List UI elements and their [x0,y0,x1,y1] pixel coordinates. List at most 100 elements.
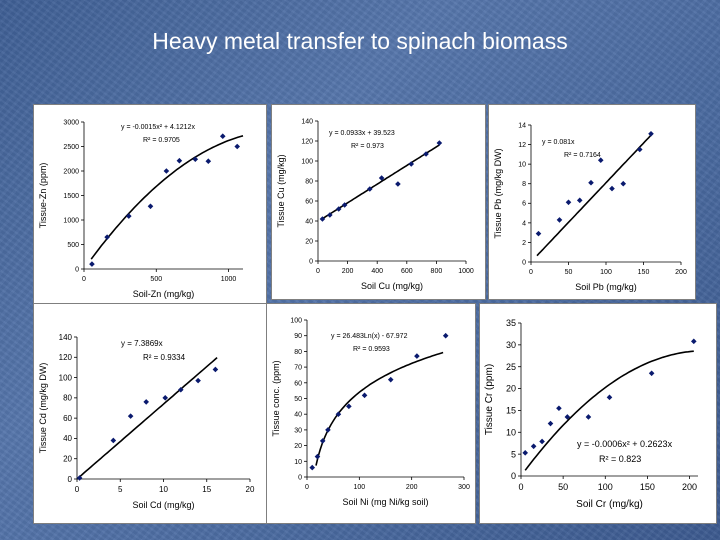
y-tick-label: 1000 [63,217,79,224]
data-point [436,140,443,146]
data-point [126,213,132,219]
equation-label: y = 0.081x [542,139,575,146]
x-axis-label: Soil Cd (mg/kg) [132,500,194,510]
y-tick-label: 20 [294,443,302,450]
y-tick-label: 20 [63,455,72,464]
trendline [90,135,244,260]
y-tick-label: 0 [75,266,79,273]
data-point [104,234,110,240]
y-tick-label: 120 [301,138,313,145]
data-point [620,180,627,187]
data-point [522,450,529,456]
y-tick-label: 40 [63,434,72,443]
x-tick-label: 0 [75,485,80,494]
x-tick-label: 100 [598,482,613,492]
data-point [309,464,316,471]
data-point [535,230,542,237]
y-tick-label: 100 [290,317,302,324]
x-tick-label: 150 [640,482,655,492]
x-tick-label: 0 [305,484,309,491]
data-point [314,453,321,460]
y-tick-label: 40 [294,412,302,419]
y-tick-label: 100 [301,158,313,165]
chart-panel-cr: 0 5 10 15 20 25 30 35 0 50 100 150 200 Soil Cr (mg/kg… [479,303,717,524]
data-point [143,399,149,405]
x-tick-label: 200 [342,268,354,275]
x-axis-label: Soil-Zn (mg/kg) [133,289,195,299]
r-squared-label: R² = 0.973 [351,143,384,150]
data-point [212,366,219,373]
data-point [648,370,655,377]
y-tick-label: 100 [59,373,73,382]
y-tick-label: 20 [506,384,516,394]
x-tick-label: 10 [159,485,168,494]
y-tick-label: 2 [522,240,526,247]
x-tick-label: 15 [202,485,211,494]
y-tick-label: 90 [294,333,302,340]
equation-label: y = 0.0933x + 39.523 [329,130,395,137]
y-tick-label: 15 [506,406,516,416]
equation-label: y = -0.0006x² + 0.2623x [577,439,673,449]
data-point [530,443,537,450]
chart-panel-cu: 0 20 40 60 80 100 120 140 0 200 400 600 800 1000 Soil … [271,104,486,300]
x-tick-label: 800 [431,268,443,275]
data-point [147,203,154,210]
trendline [76,356,218,480]
data-point [576,197,583,204]
y-tick-label: 80 [294,349,302,356]
data-point [76,475,83,481]
data-point [219,133,226,140]
data-point [361,392,368,399]
y-tick-label: 12 [518,142,526,149]
data-point [163,168,170,174]
x-tick-label: 300 [458,484,470,491]
data-point [564,414,571,420]
chart-panel-zn: 0 500 1000 1500 2000 2500 3000 0 500 1000 Soil-Zn … [33,104,267,304]
x-tick-label: 200 [675,269,687,276]
data-point [192,156,199,163]
r-squared-label: R² = 0.9334 [143,353,186,362]
y-tick-label: 1500 [63,193,79,200]
y-tick-label: 120 [59,353,73,362]
data-point [378,175,385,181]
x-axis-label: Soil Cu (mg/kg) [361,281,423,291]
x-tick-label: 0 [518,482,523,492]
r-squared-label: R² = 0.823 [599,454,641,464]
x-axis-label: Soil Pb (mg/kg) [575,282,637,292]
y-tick-label: 5 [511,449,516,459]
y-tick-label: 0 [522,259,526,266]
y-tick-label: 0 [309,258,313,265]
data-point [442,332,449,339]
x-axis-label: Soil Ni (mg Ni/kg soil) [342,497,428,507]
y-tick-label: 40 [305,218,313,225]
x-axis-label: Soil Cr (mg/kg) [576,499,643,510]
y-tick-label: 80 [63,394,72,403]
x-tick-label: 1000 [458,268,474,275]
chart-panel-pb: 0 2 4 6 8 10 12 14 0 50 100 150 200 Soil Pb (mg/kg) Ti… [488,104,696,300]
y-tick-label: 140 [301,118,313,125]
x-tick-label: 500 [150,276,162,283]
data-point [556,217,563,223]
y-axis-label: Tissue conc. (ppm) [271,360,281,436]
r-squared-label: R² = 0.7164 [564,152,601,159]
x-tick-label: 600 [401,268,413,275]
x-tick-label: 150 [638,269,650,276]
y-tick-label: 30 [294,427,302,434]
x-tick-label: 100 [600,269,612,276]
y-tick-label: 30 [506,340,516,350]
x-tick-label: 0 [82,276,86,283]
x-tick-label: 20 [246,485,255,494]
data-point [648,131,654,137]
y-tick-label: 3000 [63,119,79,126]
data-point [414,353,420,359]
chart-cd: 0 20 40 60 80 100 120 140 0 5 10 15 20 Soil Cd (mg/kg… [38,333,255,510]
x-tick-label: 0 [316,268,320,275]
r-squared-label: R² = 0.9593 [353,346,390,353]
data-point [319,216,326,222]
y-axis-label: Tissue Pb (mg/kg DW) [493,148,503,238]
data-point [539,438,545,445]
data-point [606,394,613,401]
y-tick-label: 60 [305,198,313,205]
data-point [89,261,95,267]
y-tick-label: 25 [506,362,516,372]
